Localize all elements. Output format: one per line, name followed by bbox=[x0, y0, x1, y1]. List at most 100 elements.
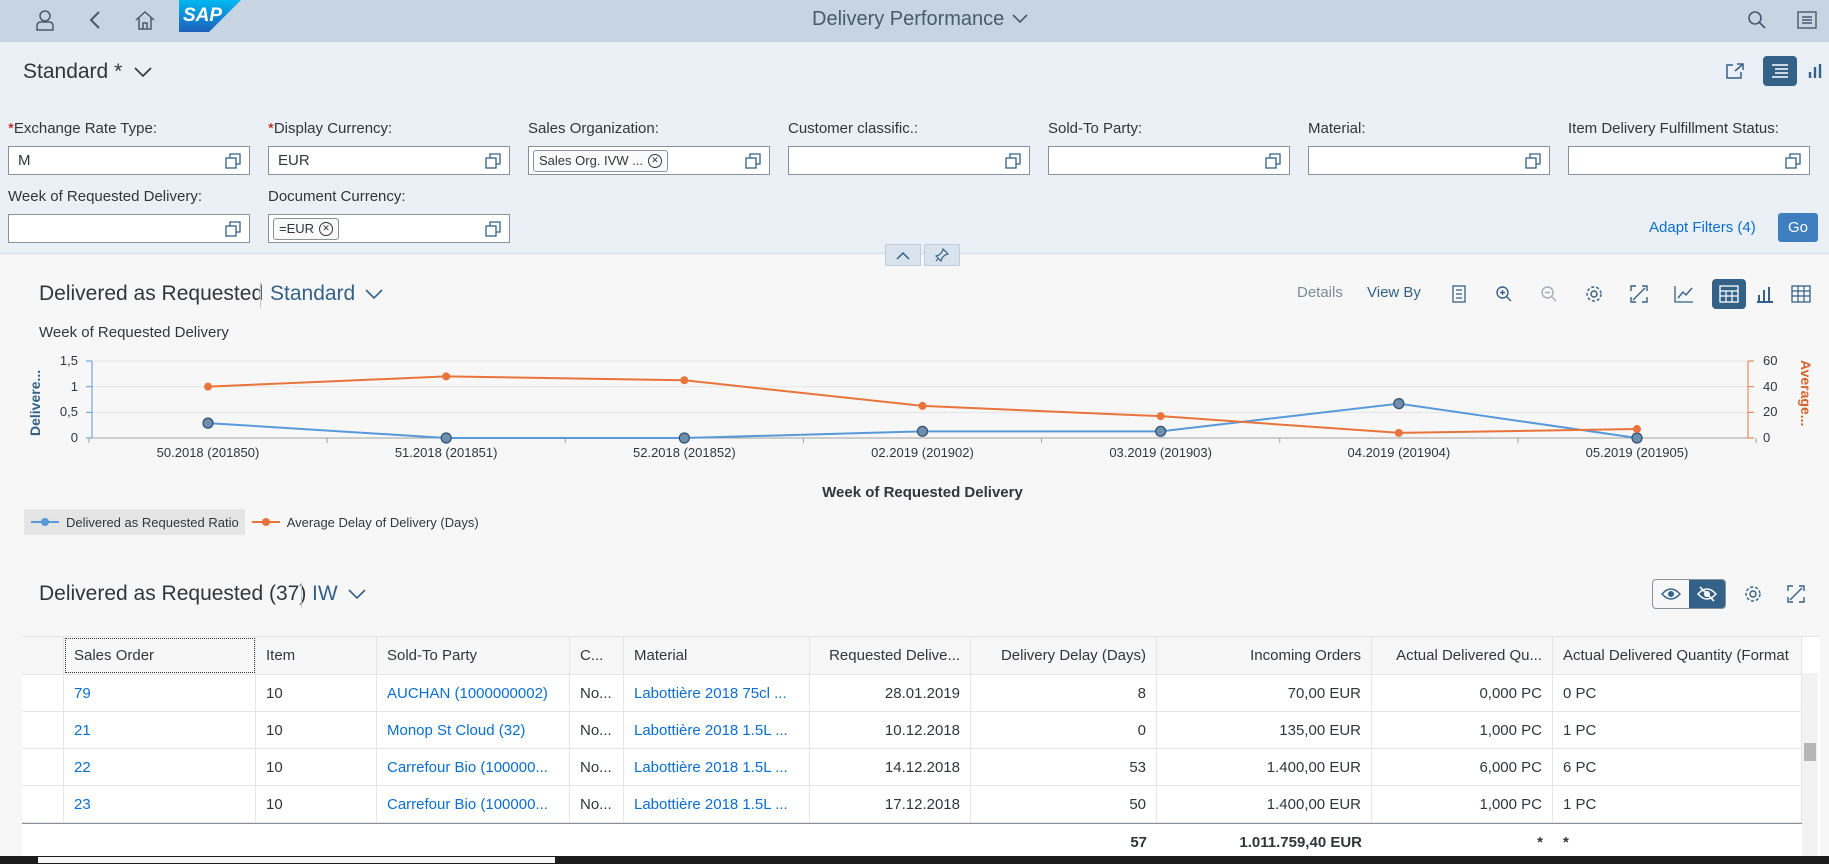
cell-delivery-delay: 53 bbox=[971, 749, 1157, 785]
pin-header-button[interactable] bbox=[924, 244, 960, 266]
column-header-actual-delivered-qty[interactable]: Actual Delivered Qu... bbox=[1372, 637, 1553, 674]
cell-sales-order[interactable]: 79 bbox=[64, 675, 256, 711]
back-icon[interactable] bbox=[79, 4, 111, 36]
sales-organization-input[interactable]: Sales Org. IVW ... ✕ bbox=[528, 146, 770, 175]
value-help-icon[interactable] bbox=[745, 153, 761, 169]
view-by-button[interactable]: View By bbox=[1367, 284, 1421, 301]
hide-details-icon[interactable] bbox=[1689, 580, 1725, 608]
sap-logo[interactable]: SAP bbox=[179, 0, 241, 32]
cell-material[interactable]: Labottière 2018 1.5L ... bbox=[624, 749, 810, 785]
sales-org-token[interactable]: Sales Org. IVW ... ✕ bbox=[533, 149, 669, 172]
column-header-sold-to-party[interactable]: Sold-To Party bbox=[377, 637, 570, 674]
legend-icon[interactable] bbox=[1442, 279, 1476, 309]
row-selector[interactable] bbox=[22, 749, 64, 785]
chart-only-icon[interactable] bbox=[1748, 279, 1782, 309]
table-only-icon[interactable] bbox=[1784, 279, 1818, 309]
value-help-icon[interactable] bbox=[485, 153, 501, 169]
column-header-item[interactable]: Item bbox=[256, 637, 377, 674]
remove-token-icon[interactable]: ✕ bbox=[648, 153, 663, 168]
cell-material[interactable]: Labottière 2018 1.5L ... bbox=[624, 712, 810, 748]
row-selector[interactable] bbox=[22, 712, 64, 748]
cell-sold-to-party[interactable]: Monop St Cloud (32) bbox=[377, 712, 570, 748]
cell-sales-order[interactable]: 22 bbox=[64, 749, 256, 785]
table-row[interactable]: 79 10 AUCHAN (1000000002) No... Labottière 2… bbox=[22, 675, 1802, 712]
search-icon[interactable] bbox=[1741, 4, 1773, 36]
column-header-actual-delivered-qty-format[interactable]: Actual Delivered Quantity (Format bbox=[1553, 637, 1802, 674]
details-button[interactable]: Details bbox=[1297, 284, 1343, 301]
material-input[interactable] bbox=[1308, 146, 1550, 175]
column-header-sales-order[interactable]: Sales Order bbox=[64, 637, 256, 674]
cell-incoming-orders: 70,00 EUR bbox=[1157, 675, 1372, 711]
cell-sales-order[interactable]: 23 bbox=[64, 786, 256, 822]
column-header-delivery-delay[interactable]: Delivery Delay (Days) bbox=[971, 637, 1157, 674]
settings-icon[interactable] bbox=[1577, 279, 1611, 309]
zoom-in-icon[interactable] bbox=[1487, 279, 1521, 309]
display-currency-input[interactable]: EUR bbox=[268, 146, 510, 175]
value-help-icon[interactable] bbox=[225, 153, 241, 169]
menu-icon[interactable] bbox=[1791, 4, 1823, 36]
vertical-scrollbar[interactable] bbox=[1802, 673, 1818, 864]
cell-material[interactable]: Labottière 2018 1.5L ... bbox=[624, 786, 810, 822]
column-header-incoming-orders[interactable]: Incoming Orders bbox=[1157, 637, 1372, 674]
cell-requested-delivery: 10.12.2018 bbox=[810, 712, 971, 748]
list-view-icon[interactable] bbox=[1763, 56, 1797, 86]
title-separator bbox=[260, 282, 261, 308]
document-currency-input[interactable]: =EUR ✕ bbox=[268, 214, 510, 243]
column-header-customer-class[interactable]: C... bbox=[570, 637, 624, 674]
sold-to-party-input[interactable] bbox=[1048, 146, 1290, 175]
cell-sold-to-party[interactable]: AUCHAN (1000000002) bbox=[377, 675, 570, 711]
row-selector[interactable] bbox=[22, 786, 64, 822]
filter-label-material: Material: bbox=[1308, 120, 1366, 137]
chart-view-icon[interactable] bbox=[1799, 56, 1829, 86]
horizontal-scrollbar[interactable] bbox=[0, 856, 1829, 864]
user-icon[interactable] bbox=[29, 4, 61, 36]
document-currency-token[interactable]: =EUR ✕ bbox=[273, 217, 340, 240]
table-variant-selector[interactable]: IW bbox=[312, 582, 366, 606]
home-icon[interactable] bbox=[129, 4, 161, 36]
row-selector[interactable] bbox=[22, 675, 64, 711]
column-header-material[interactable]: Material bbox=[624, 637, 810, 674]
table-row[interactable]: 22 10 Carrefour Bio (100000... No... Labotti… bbox=[22, 749, 1802, 786]
app-title-menu[interactable]: Delivery Performance bbox=[812, 4, 1028, 34]
chart-and-table-icon[interactable] bbox=[1712, 279, 1746, 309]
value-help-icon[interactable] bbox=[1265, 153, 1281, 169]
cell-incoming-orders: 135,00 EUR bbox=[1157, 712, 1372, 748]
table-settings-icon[interactable] bbox=[1736, 579, 1770, 609]
chart-variant-selector[interactable]: Standard bbox=[270, 282, 383, 306]
table-row[interactable]: 21 10 Monop St Cloud (32) No... Labottière 2… bbox=[22, 712, 1802, 749]
row-selector-header[interactable] bbox=[22, 637, 64, 674]
exchange-rate-type-input[interactable]: M bbox=[8, 146, 250, 175]
cell-sales-order[interactable]: 21 bbox=[64, 712, 256, 748]
data-point-ratio bbox=[916, 425, 929, 437]
adapt-filters-button[interactable]: Adapt Filters (4) bbox=[1649, 219, 1756, 236]
value-help-icon[interactable] bbox=[225, 221, 241, 237]
cell-sold-to-party[interactable]: Carrefour Bio (100000... bbox=[377, 786, 570, 822]
y-left-tick-label: 1,5 bbox=[59, 353, 78, 368]
value-help-icon[interactable] bbox=[1005, 153, 1021, 169]
cell-material[interactable]: Labottière 2018 75cl ... bbox=[624, 675, 810, 711]
chart-type-icon[interactable] bbox=[1667, 279, 1701, 309]
legend-item-delay[interactable]: Average Delay of Delivery (Days) bbox=[245, 509, 485, 535]
table-fullscreen-icon[interactable] bbox=[1779, 579, 1813, 609]
share-icon[interactable] bbox=[1718, 56, 1752, 86]
value-help-icon[interactable] bbox=[485, 221, 501, 237]
customer-classification-input[interactable] bbox=[788, 146, 1030, 175]
value-help-icon[interactable] bbox=[1785, 153, 1801, 169]
value-help-icon[interactable] bbox=[1525, 153, 1541, 169]
zoom-out-icon[interactable] bbox=[1532, 279, 1566, 309]
scrollbar-thumb[interactable] bbox=[1804, 743, 1816, 761]
fullscreen-icon[interactable] bbox=[1622, 279, 1656, 309]
show-details-icon[interactable] bbox=[1653, 580, 1689, 608]
column-header-requested-delivery[interactable]: Requested Delive... bbox=[810, 637, 971, 674]
go-button[interactable]: Go bbox=[1778, 213, 1818, 242]
variant-selector[interactable]: Standard * bbox=[23, 60, 152, 84]
legend-item-ratio[interactable]: Delivered as Requested Ratio bbox=[24, 509, 245, 535]
scrollbar-thumb[interactable] bbox=[38, 857, 555, 863]
cell-sold-to-party[interactable]: Carrefour Bio (100000... bbox=[377, 749, 570, 785]
week-of-requested-delivery-input[interactable] bbox=[8, 214, 250, 243]
collapse-header-button[interactable] bbox=[885, 244, 921, 266]
title-separator bbox=[301, 582, 302, 608]
fulfillment-status-input[interactable] bbox=[1568, 146, 1810, 175]
remove-token-icon[interactable]: ✕ bbox=[319, 221, 334, 236]
table-row[interactable]: 23 10 Carrefour Bio (100000... No... Labotti… bbox=[22, 786, 1802, 823]
